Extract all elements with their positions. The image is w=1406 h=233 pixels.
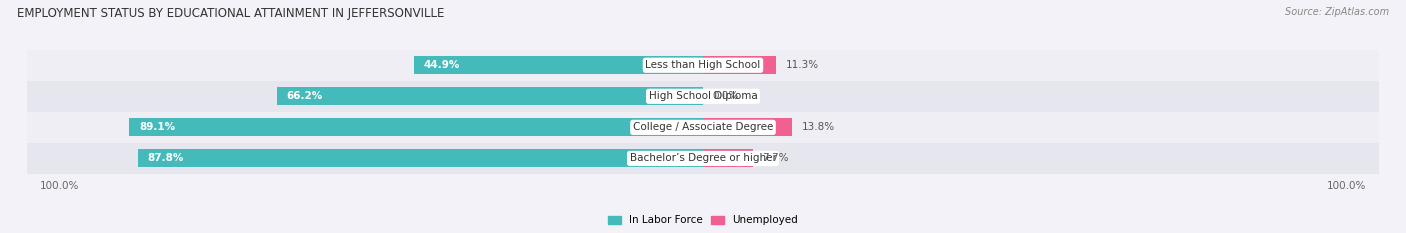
FancyBboxPatch shape [27,81,1379,112]
Text: 87.8%: 87.8% [148,154,184,163]
Bar [138,149,703,168]
Bar [413,56,703,74]
Text: 100.0%: 100.0% [39,181,79,191]
Text: Bachelor’s Degree or higher: Bachelor’s Degree or higher [630,154,776,163]
Text: 0.0%: 0.0% [713,91,740,101]
Text: College / Associate Degree: College / Associate Degree [633,122,773,132]
Text: 89.1%: 89.1% [139,122,176,132]
Text: Less than High School: Less than High School [645,60,761,70]
Bar [129,118,703,136]
Text: Source: ZipAtlas.com: Source: ZipAtlas.com [1285,7,1389,17]
FancyBboxPatch shape [27,50,1379,81]
Text: High School Diploma: High School Diploma [648,91,758,101]
Text: EMPLOYMENT STATUS BY EDUCATIONAL ATTAINMENT IN JEFFERSONVILLE: EMPLOYMENT STATUS BY EDUCATIONAL ATTAINM… [17,7,444,20]
Text: 44.9%: 44.9% [423,60,460,70]
Legend: In Labor Force, Unemployed: In Labor Force, Unemployed [605,211,801,230]
Text: 13.8%: 13.8% [801,122,835,132]
Bar [703,56,776,74]
Bar [277,87,703,105]
Text: 100.0%: 100.0% [1327,181,1367,191]
Text: 66.2%: 66.2% [287,91,322,101]
FancyBboxPatch shape [27,143,1379,174]
Bar [703,149,752,168]
FancyBboxPatch shape [27,112,1379,143]
Bar [703,118,792,136]
Text: 7.7%: 7.7% [762,154,789,163]
Text: 11.3%: 11.3% [786,60,818,70]
